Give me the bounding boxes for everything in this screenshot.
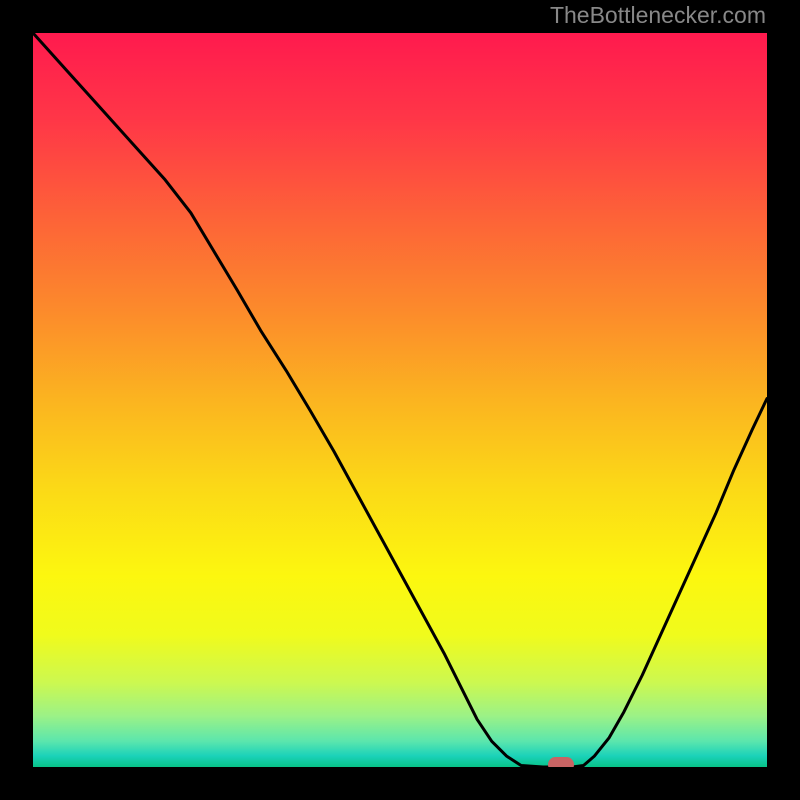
chart-frame: TheBottlenecker.com <box>0 0 800 800</box>
optimal-point-marker <box>548 757 574 767</box>
watermark-text: TheBottlenecker.com <box>550 2 766 29</box>
bottleneck-curve <box>33 33 767 767</box>
plot-area <box>33 33 767 767</box>
